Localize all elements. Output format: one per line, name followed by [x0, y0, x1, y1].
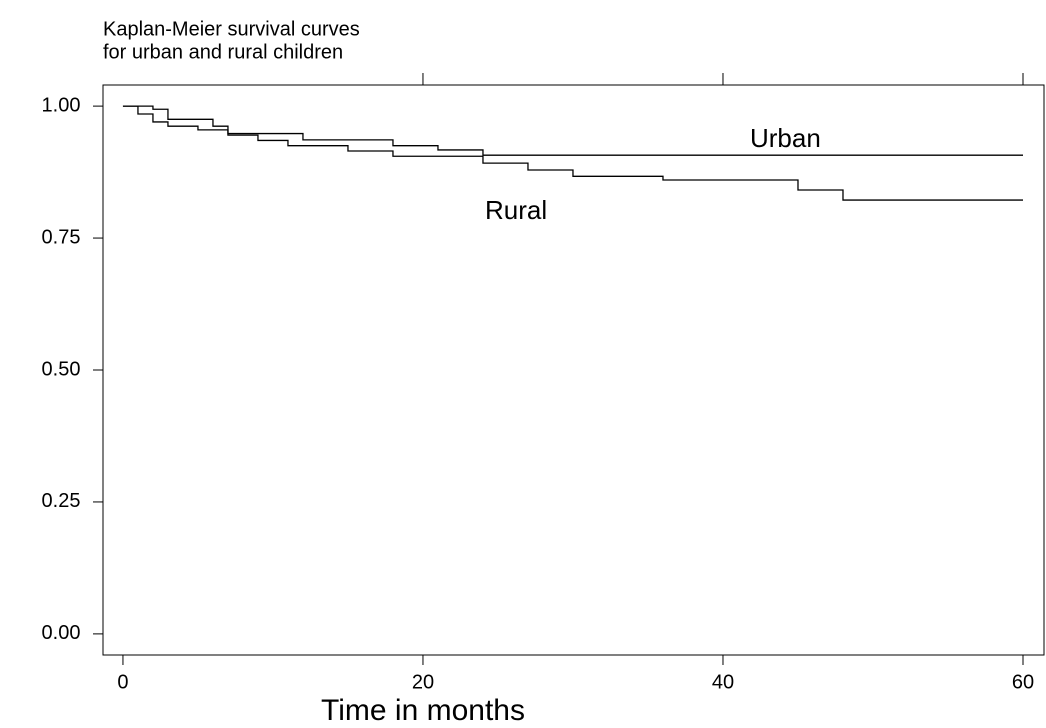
survival-curve: [122, 105, 1023, 201]
x-tick-label: 20: [412, 671, 434, 693]
survival-curve: [122, 105, 1023, 156]
x-axis-label: Time in months: [321, 694, 525, 727]
x-tick-label: 40: [712, 671, 734, 693]
y-tick-label: 1.00: [42, 94, 81, 116]
y-tick-label: 0.25: [42, 490, 81, 512]
annotation: Urban: [750, 123, 821, 153]
annotation: Rural: [485, 195, 547, 225]
chart-title: Kaplan-Meier survival curves: [103, 18, 360, 40]
chart-title: for urban and rural children: [103, 41, 343, 63]
y-tick-label: 0.50: [42, 358, 81, 380]
x-tick-label: 0: [117, 671, 128, 693]
x-tick-label: 60: [1012, 671, 1034, 693]
y-tick-label: 0.00: [42, 622, 81, 644]
y-tick-label: 0.75: [42, 226, 81, 248]
